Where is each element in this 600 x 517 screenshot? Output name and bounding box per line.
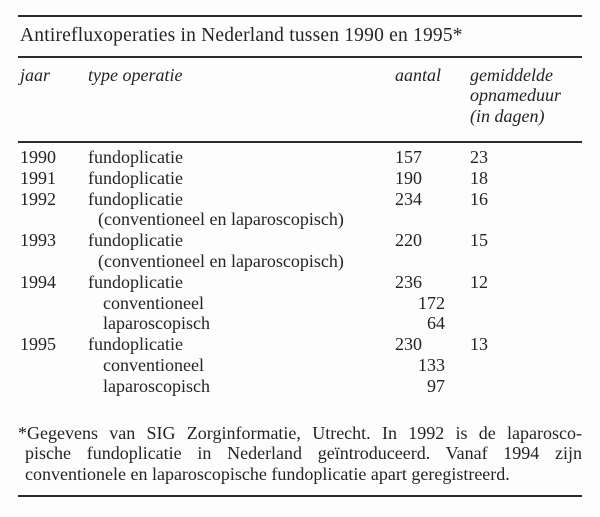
table-row: conventioneel 133 <box>18 355 582 376</box>
stay-duration-cell: 15 <box>470 230 488 251</box>
table-top-rule <box>18 15 582 17</box>
count-cell: 97 <box>427 375 445 396</box>
year-cell <box>18 313 88 334</box>
stay-duration-cell: 23 <box>470 147 488 167</box>
table-row: conventioneel 172 <box>18 293 582 314</box>
table-row: (conventioneel en laparoscopisch) <box>18 209 582 230</box>
count-cell <box>395 209 445 230</box>
column-header-type-operatie: type operatie <box>88 64 183 85</box>
table-row: laparoscopisch 64 <box>18 313 582 334</box>
table-row: (conventioneel en laparoscopisch) <box>18 251 582 272</box>
table-row: 1993 fundoplicatie 220 15 <box>18 230 582 251</box>
stay-duration-cell: 12 <box>470 271 488 292</box>
year-cell: 1992 <box>20 188 56 209</box>
year-cell <box>18 376 88 397</box>
operation-type-note-cell: (conventioneel en laparoscopisch) <box>98 250 344 271</box>
table-footnote: *Gegevens van SIG Zorginformatie, Utrech… <box>18 423 582 485</box>
operation-type-cell: fundoplicatie <box>88 271 183 292</box>
count-cell: 234 <box>395 188 422 209</box>
table-row: 1995 fundoplicatie 230 13 <box>18 334 582 355</box>
operation-type-cell: fundoplicatie <box>88 230 183 251</box>
header-divider-rule <box>18 141 582 143</box>
year-cell <box>18 293 88 314</box>
footnote-line-2: pische fundoplicatie in Nederland geïntr… <box>25 443 582 464</box>
count-cell: 133 <box>418 354 445 375</box>
operation-subtype-cell: conventioneel <box>103 354 204 375</box>
title-divider-rule <box>18 56 582 58</box>
year-cell: 1993 <box>20 230 56 251</box>
stay-duration-cell: 13 <box>470 334 488 355</box>
table-row: 1991 fundoplicatie 190 18 <box>18 168 582 189</box>
count-cell: 236 <box>395 271 422 292</box>
count-cell: 190 <box>395 167 422 188</box>
operation-type-cell: fundoplicatie <box>88 334 183 355</box>
count-cell: 220 <box>395 230 422 251</box>
column-header-opnameduur-line2: opnameduur <box>470 85 561 105</box>
year-cell <box>18 251 88 272</box>
count-cell: 64 <box>427 313 445 334</box>
column-header-opnameduur-line3: (in dagen) <box>470 105 545 126</box>
operation-subtype-cell: conventioneel <box>103 292 204 313</box>
column-header-aantal: aantal <box>395 64 442 85</box>
operation-type-cell: fundoplicatie <box>88 188 183 209</box>
operation-type-cell: fundoplicatie <box>88 147 183 167</box>
stay-duration-cell: 16 <box>470 188 488 209</box>
operation-type-cell: fundoplicatie <box>88 167 183 188</box>
count-cell: 230 <box>395 334 422 355</box>
table-row: 1992 fundoplicatie 234 16 <box>18 189 582 210</box>
count-cell: 172 <box>418 292 445 313</box>
year-cell: 1995 <box>20 334 56 355</box>
year-cell: 1990 <box>20 147 56 167</box>
column-header-opnameduur: gemiddelde opnameduur (in dagen) <box>470 65 561 127</box>
table-row: 1994 fundoplicatie 236 12 <box>18 272 582 293</box>
table-body: 1990 fundoplicatie 157 23 1991 fundoplic… <box>18 143 582 397</box>
footnote-line-1: *Gegevens van SIG Zorginformatie, Utrech… <box>18 422 582 443</box>
table-row: 1990 fundoplicatie 157 23 <box>18 147 582 168</box>
year-cell <box>18 355 88 376</box>
footnote-line-3: conventionele en laparoscopische fundopl… <box>25 463 510 484</box>
operation-subtype-cell: laparoscopisch <box>103 313 210 334</box>
table-title: Antirefluxoperaties in Nederland tussen … <box>20 25 463 46</box>
operation-subtype-cell: laparoscopisch <box>103 375 210 396</box>
table-header-row: jaar type operatie aantal gemiddelde opn… <box>18 58 582 142</box>
year-cell: 1994 <box>20 271 56 292</box>
count-cell: 157 <box>395 147 422 167</box>
year-cell <box>18 209 88 230</box>
table-bottom-rule <box>18 495 582 498</box>
year-cell: 1991 <box>20 167 56 188</box>
table-row: laparoscopisch 97 <box>18 376 582 397</box>
operation-type-note-cell: (conventioneel en laparoscopisch) <box>98 209 344 230</box>
column-header-opnameduur-line1: gemiddelde <box>470 64 553 85</box>
stay-duration-cell: 18 <box>470 167 488 188</box>
column-header-jaar: jaar <box>20 64 51 85</box>
count-cell <box>395 251 445 272</box>
